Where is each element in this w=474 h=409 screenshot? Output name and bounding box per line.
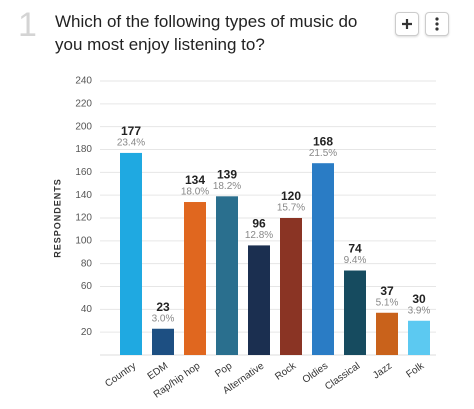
percent-label: 5.1%: [376, 297, 399, 308]
percent-label: 15.7%: [277, 203, 305, 214]
y-tick-label: 180: [75, 144, 92, 155]
y-tick-label: 120: [75, 213, 92, 224]
percent-label: 23.4%: [117, 138, 145, 149]
bar: [376, 312, 398, 355]
bar: [184, 202, 206, 355]
percent-label: 3.9%: [408, 305, 431, 316]
value-label: 23: [156, 300, 170, 314]
y-tick-label: 140: [75, 190, 92, 201]
x-tick-label: Pop: [213, 360, 234, 379]
x-tick-label: EDM: [146, 361, 171, 383]
menu-icon: [435, 17, 439, 31]
value-label: 134: [185, 173, 205, 187]
y-tick-label: 100: [75, 235, 92, 246]
bar: [344, 270, 366, 355]
chart-title: Which of the following types of music do…: [55, 12, 358, 54]
value-label: 168: [313, 134, 333, 148]
y-tick-label: 240: [75, 76, 92, 87]
menu-button[interactable]: [425, 12, 449, 36]
x-tick-label: Folk: [404, 360, 427, 380]
x-tick-label: Country: [103, 361, 138, 390]
x-tick-label: Rock: [273, 360, 299, 383]
value-label: 139: [217, 167, 237, 181]
add-button[interactable]: [395, 12, 419, 36]
y-tick-label: 220: [75, 98, 92, 109]
y-tick-label: 60: [81, 281, 93, 292]
value-label: 96: [252, 217, 266, 231]
percent-label: 18.0%: [181, 187, 209, 198]
value-label: 74: [348, 242, 362, 256]
value-label: 37: [380, 284, 394, 298]
bar: [408, 320, 430, 355]
question-number: 1: [18, 6, 37, 44]
value-label: 30: [412, 292, 426, 306]
bar: [312, 163, 334, 355]
x-tick-label: Classical: [323, 361, 362, 393]
y-tick-label: 40: [81, 304, 93, 315]
percent-label: 3.0%: [152, 313, 175, 324]
plus-icon: [402, 19, 412, 29]
percent-label: 18.2%: [213, 181, 241, 192]
y-tick-label: 80: [81, 258, 93, 269]
bar: [280, 218, 302, 355]
bar: [248, 245, 270, 355]
value-label: 177: [121, 124, 141, 138]
bar: [120, 152, 142, 355]
value-label: 120: [281, 189, 301, 203]
y-tick-label: 20: [81, 327, 93, 338]
y-axis-label: RESPONDENTS: [52, 178, 62, 258]
percent-label: 21.5%: [309, 148, 337, 159]
bar: [216, 196, 238, 355]
y-tick-label: 200: [75, 121, 92, 132]
y-tick-label: 160: [75, 167, 92, 178]
percent-label: 12.8%: [245, 230, 273, 241]
percent-label: 9.4%: [344, 255, 367, 266]
x-tick-label: Jazz: [371, 361, 394, 382]
bar: [152, 328, 174, 355]
